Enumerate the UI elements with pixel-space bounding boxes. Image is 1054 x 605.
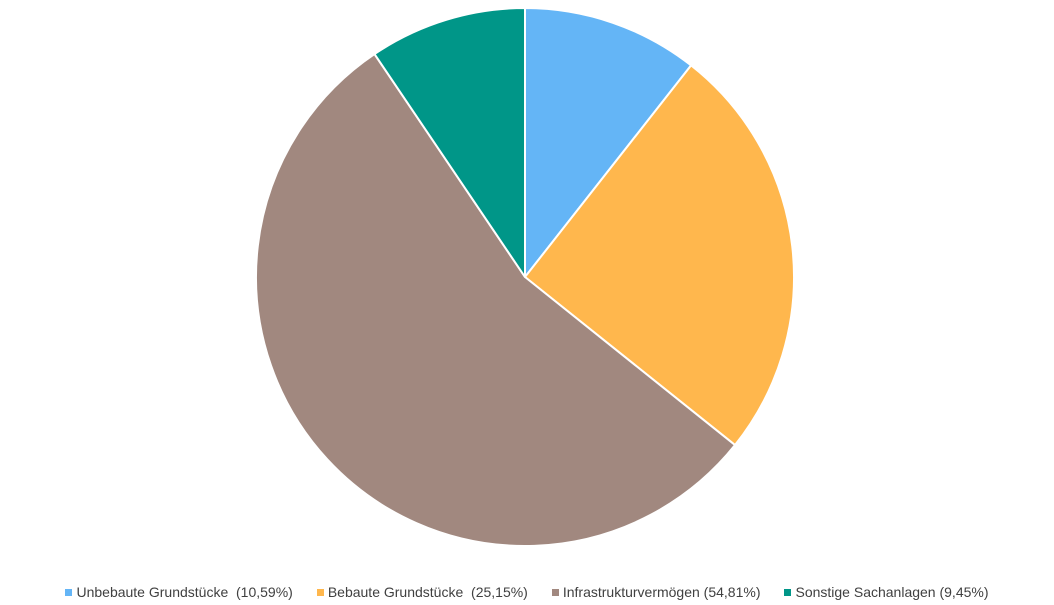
legend-swatch-bebaute-grundstuecke — [316, 588, 324, 596]
legend-label-bebaute-grundstuecke: Bebaute Grundstücke (25,15%) — [327, 584, 528, 600]
legend-item-sonstige-sachanlagen: Sonstige Sachanlagen (9,45%) — [784, 584, 989, 600]
legend-label-unbebaute-grundstuecke: Unbebaute Grundstücke (10,59%) — [76, 584, 293, 600]
legend-swatch-sonstige-sachanlagen — [784, 588, 792, 596]
legend-label-sonstige-sachanlagen: Sonstige Sachanlagen (9,45%) — [795, 584, 989, 600]
pie-plot-area — [255, 7, 795, 547]
pie-slice-unbebaute-grundstuecke — [524, 7, 693, 278]
chart-legend: Unbebaute Grundstücke (10,59%) Bebaute G… — [0, 582, 1054, 602]
pie-slice-sonstige-sachanlagen — [373, 7, 526, 278]
legend-item-unbebaute-grundstuecke: Unbebaute Grundstücke (10,59%) — [65, 584, 293, 600]
pie-slice-infrastrukturvermoegen — [255, 53, 737, 547]
legend-label-infrastrukturvermoegen: Infrastrukturvermögen (54,81%) — [562, 584, 761, 600]
legend-item-infrastrukturvermoegen: Infrastrukturvermögen (54,81%) — [551, 584, 761, 600]
legend-item-bebaute-grundstuecke: Bebaute Grundstücke (25,15%) — [316, 584, 528, 600]
legend-swatch-unbebaute-grundstuecke — [65, 588, 73, 596]
legend-swatch-infrastrukturvermoegen — [551, 588, 559, 596]
pie-slices — [255, 7, 795, 547]
pie-slice-bebaute-grundstuecke — [524, 64, 795, 447]
